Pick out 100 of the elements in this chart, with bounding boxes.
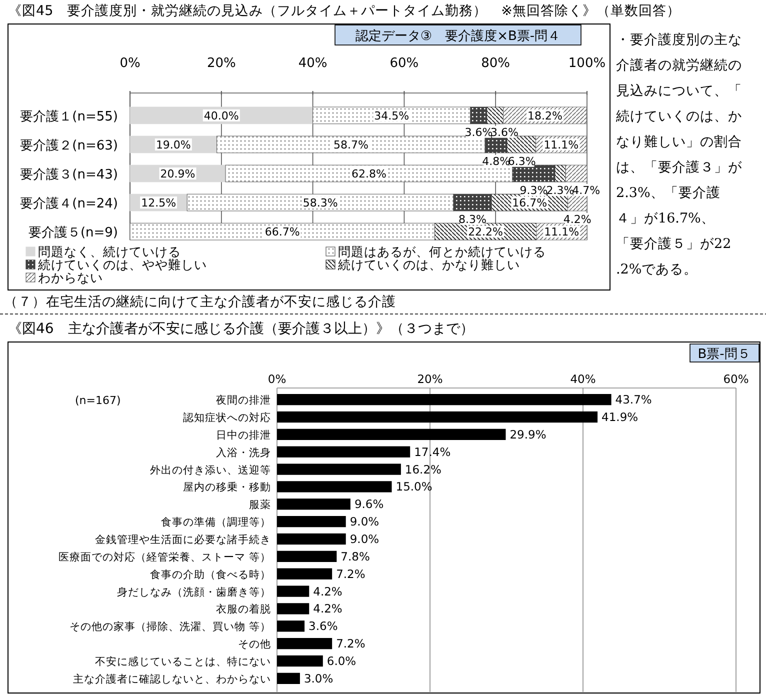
y-tick-label: 食事の介助（食べる時） (150, 568, 271, 581)
data-label: 29.9% (510, 427, 546, 442)
bar (277, 603, 310, 614)
y-tick-label: 主な介護者に確認しないと、わからない (73, 672, 271, 686)
data-label: 58.7% (333, 138, 368, 152)
data-label: 22.2% (468, 226, 504, 239)
data-label: 4.2% (563, 212, 592, 226)
bar (277, 498, 350, 510)
data-label: 7.8% (340, 549, 370, 564)
y-tick-label: 要介護２(n=63) (20, 138, 118, 154)
y-tick-label: 要介護５(n=9) (28, 226, 118, 241)
data-label: 43.7% (615, 392, 652, 407)
bar (277, 481, 392, 492)
chart-title: 《図46 主な介護者が不安に感じる介護（要介護３以上）》（３つまで） (8, 321, 474, 337)
y-tick-label: 要介護４(n=24) (20, 196, 118, 212)
data-label: 6.3% (508, 154, 536, 168)
y-tick-label: 食事の準備（調理等） (161, 516, 271, 529)
x-tick-label: 0% (120, 56, 140, 71)
x-tick-label: 100% (568, 56, 606, 71)
data-label: 4.7% (572, 184, 600, 197)
bar (277, 672, 300, 684)
x-tick-label: 20% (206, 56, 236, 71)
data-label: 9.0% (350, 532, 380, 546)
y-tick-label: 入浴・洗身 (216, 446, 271, 459)
y-tick-label: 衣服の着脱 (216, 602, 271, 616)
bar (277, 394, 612, 406)
bar (277, 446, 410, 458)
y-tick-label: その他の家事（掃除、洗濯、買い物 等） (70, 620, 271, 634)
chart-title: 《図45 要介護度別・就労継続の見込み（フルタイム＋パートタイム勤務） ※無回答除く》（単数回答） (8, 3, 680, 19)
data-label: 20.9% (160, 168, 196, 180)
data-label: 3.6% (490, 126, 518, 139)
legend-label: 続けていくのは、かなり難しい (337, 257, 520, 272)
bar (277, 464, 401, 475)
data-label: 7.2% (336, 566, 366, 581)
y-tick-label: 金銭管理や生活面に必要な諸手続き (95, 533, 271, 546)
bar (470, 106, 488, 124)
data-label: 16.2% (404, 462, 442, 476)
data-label: 8.3% (458, 212, 486, 226)
bar (277, 568, 332, 580)
text: （７）在宅生活の継続に向けて主な介護者が不安に感じる介護 (4, 294, 396, 310)
x-tick-label: 20% (417, 372, 443, 386)
data-label: 6.0% (326, 654, 356, 668)
y-tick-label: 屋内の移乗・移動 (183, 480, 271, 494)
data-label: 9.0% (350, 514, 380, 529)
data-label: 2.3% (546, 184, 574, 197)
y-tick-label: 服薬 (249, 498, 271, 512)
bar (506, 136, 536, 154)
y-tick-label: その他 (238, 638, 271, 651)
data-label: 41.9% (602, 410, 638, 424)
data-label: 15.0% (396, 480, 432, 494)
legend-label: わからない (38, 270, 103, 285)
y-tick-label: 夜間の排泄 (216, 394, 271, 407)
data-label: 58.3% (302, 196, 338, 210)
data-label: 11.1% (544, 226, 580, 239)
data-label: 4.2% (313, 584, 342, 598)
y-tick-label: 外出の付き添い、送迎等 (150, 463, 271, 476)
bar (554, 164, 566, 182)
data-label: 9.3% (520, 184, 548, 197)
data-label: 12.5% (141, 196, 176, 210)
bar (277, 550, 337, 562)
legend-label: 問題なく、続けていける (38, 244, 181, 259)
x-tick-label: 40% (298, 56, 328, 71)
data-label: 3.6% (464, 126, 493, 139)
bar (277, 620, 305, 632)
data-label: 3.0% (304, 671, 334, 686)
data-label: 66.7% (264, 226, 300, 239)
text: 認定データ③ 要介護度×B票-問４ (355, 28, 561, 44)
bar (130, 106, 314, 124)
x-tick-label: 80% (481, 56, 510, 71)
text: ・要介護度別の主な介護者の就労継続の見込みについて、「続けていくのは、かなり難しい」の割合は、「要介護３」が2.3%、「要介護４」が16.7%、「要介護５」が22.2%である。 (616, 32, 742, 278)
data-label: 4.2% (313, 602, 342, 616)
data-label: 11.1% (544, 138, 579, 152)
x-tick-label: 40% (570, 372, 596, 386)
data-label: 17.4% (414, 444, 451, 459)
data-label: 9.6% (354, 497, 384, 512)
y-tick-label: 要介護３(n=43) (20, 168, 118, 182)
text: B票-問５ (698, 347, 750, 362)
data-label: 4.8% (482, 154, 510, 168)
text: (n=167) (75, 394, 121, 407)
bar (277, 586, 310, 597)
x-tick-label: 60% (723, 372, 749, 386)
data-label: 3.6% (308, 619, 338, 634)
bar (453, 194, 492, 212)
data-label: 16.7% (512, 196, 548, 210)
data-label: 18.2% (527, 109, 562, 122)
legend-label: 問題はあるが、何とか続けていける (338, 244, 546, 259)
bar (277, 533, 346, 545)
y-tick-label: 身だしなみ（洗顔・歯磨き等） (117, 585, 271, 598)
bar (486, 106, 504, 124)
x-tick-label: 0% (268, 372, 286, 386)
x-tick-label: 60% (390, 56, 419, 71)
y-tick-label: 不安に感じていることは、特にない (95, 654, 271, 668)
data-label: 40.0% (204, 109, 239, 122)
y-tick-label: 日中の排泄 (216, 428, 271, 442)
data-label: 34.5% (374, 109, 410, 122)
bar (277, 411, 598, 423)
data-label: 62.8% (352, 168, 386, 180)
y-tick-label: 医療面での対応（経管栄養、ストーマ 等） (58, 550, 271, 564)
legend-label: 続けていくのは、やや難しい (37, 257, 207, 272)
data-label: 19.0% (156, 138, 191, 152)
